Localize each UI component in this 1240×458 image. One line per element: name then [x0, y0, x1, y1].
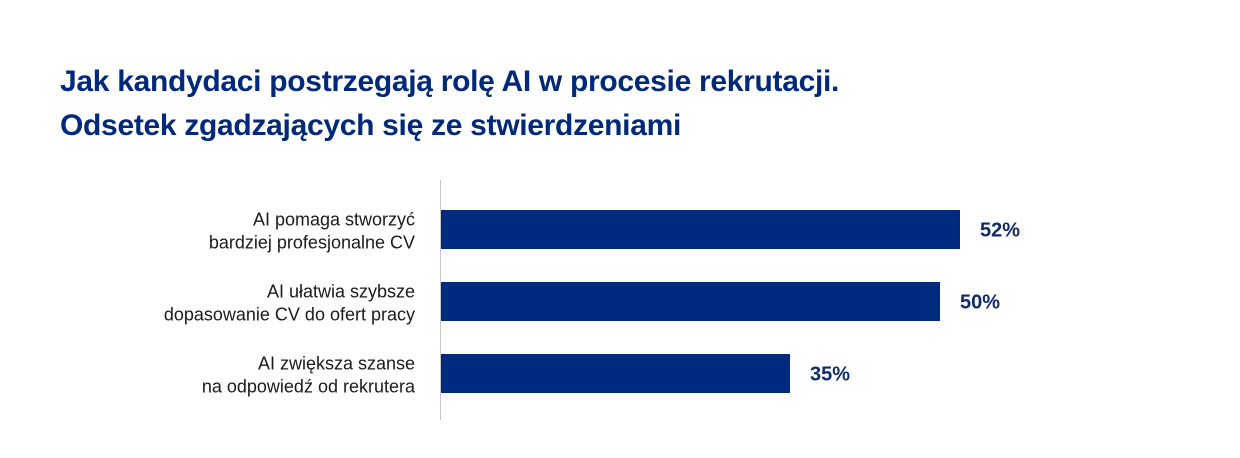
chart-title-block: Jak kandydaci postrzegają rolę AI w proc… [60, 60, 839, 148]
category-label: bardziej profesjonalne CV [209, 233, 415, 253]
category-label: AI pomaga stworzyć [253, 210, 415, 230]
category-label: na odpowiedź od rekrutera [202, 377, 416, 397]
category-label: AI ułatwia szybsze [267, 282, 415, 302]
chart-title: Jak kandydaci postrzegają rolę AI w proc… [60, 65, 840, 98]
value-label: 52% [980, 220, 1020, 242]
bar [441, 282, 940, 321]
chart-subtitle: Odsetek zgadzających się ze stwierdzenia… [60, 109, 682, 142]
value-label: 35% [810, 364, 850, 386]
bar [441, 354, 790, 393]
category-label: dopasowanie CV do ofert pracy [164, 305, 415, 325]
category-label: AI zwiększa szanse [258, 354, 415, 374]
value-label: 50% [960, 292, 1000, 314]
bar [441, 210, 960, 249]
